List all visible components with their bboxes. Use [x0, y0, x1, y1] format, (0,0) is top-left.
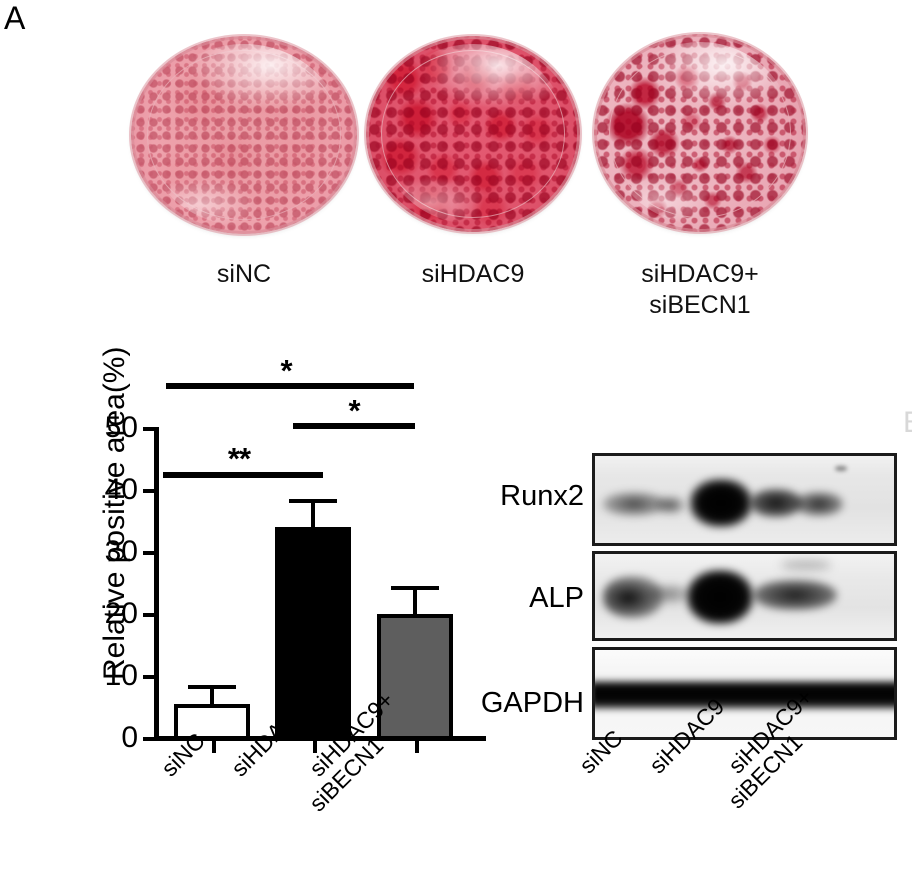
y-tick-label-50: 50	[104, 411, 138, 444]
staining-dish-sihdac9	[366, 36, 580, 232]
y-tick-label-30: 30	[104, 535, 138, 568]
y-tick-label-0: 0	[121, 721, 138, 754]
sig-star-3: **	[227, 441, 251, 476]
staining-dish-sihdac9-sibecn1	[594, 34, 806, 232]
dish-caption-1: siNC	[144, 259, 344, 290]
x-tick-1	[212, 741, 216, 753]
blot-label-runx2: Runx2	[500, 480, 584, 512]
band-runx2-lane1b	[655, 496, 685, 514]
stain-field-3	[594, 34, 806, 232]
y-tick-30	[143, 551, 154, 555]
sig-star-1: *	[280, 353, 292, 388]
bar-chart: Relative positive area(%) 50 40 30 20 10…	[46, 347, 486, 816]
errorbar-cap-sihdac9-sibecn1	[391, 586, 439, 590]
bar-sihdac9-sibecn1	[377, 614, 453, 740]
band-runx2-lane1a	[603, 492, 665, 516]
band-gapdh-loading-control	[595, 678, 894, 712]
blot-label-gapdh: GAPDH	[480, 687, 584, 719]
sig-bar-2	[293, 423, 415, 429]
y-tick-10	[143, 675, 154, 679]
y-axis-title: Relative positive area(%)	[98, 346, 131, 680]
y-tick-label-20: 20	[104, 597, 138, 630]
dish-image-2	[366, 36, 580, 232]
band-runx2-lane3a	[750, 489, 802, 517]
errorbar-stem-sinc	[210, 685, 214, 707]
band-alp-lane2	[687, 570, 753, 624]
blot-band-row-alp	[592, 551, 897, 641]
blot-film-gapdh	[595, 650, 894, 737]
x-tick-3	[415, 741, 419, 753]
errorbar-stem-sihdac9	[311, 499, 315, 533]
band-alp-smear	[781, 560, 831, 570]
dish-caption-3-line1: siHDAC9+	[641, 260, 759, 288]
blot-label-alp: ALP	[529, 582, 584, 614]
staining-dish-sinc	[131, 36, 357, 234]
blot-band-row-gapdh	[592, 647, 897, 740]
errorbar-stem-sihdac9-sibecn1	[413, 586, 417, 618]
sig-star-2: *	[348, 393, 360, 428]
stain-field-1	[131, 36, 357, 234]
blot-film-alp	[595, 554, 894, 638]
dish-image-3	[594, 34, 806, 232]
panel-label-a: A	[4, 0, 26, 36]
dish-caption-1-line1: siNC	[216, 260, 272, 288]
y-tick-label-10: 10	[104, 659, 138, 692]
errorbar-cap-sihdac9	[289, 499, 337, 503]
band-alp-lane1	[603, 576, 663, 618]
band-runx2-lane2	[690, 479, 752, 527]
sig-bar-1	[166, 383, 414, 389]
dish-caption-2-line1: siHDAC9	[421, 260, 525, 288]
band-alp-lane1b	[647, 584, 691, 604]
y-tick-label-40: 40	[104, 473, 138, 506]
blot-band-row-runx2	[592, 453, 897, 546]
stain-field-2	[366, 36, 580, 232]
dish-caption-2: siHDAC9	[373, 259, 573, 290]
band-runx2-lane3b	[795, 492, 843, 516]
sig-bar-3	[163, 472, 323, 478]
y-tick-20	[143, 613, 154, 617]
y-axis-line	[154, 427, 159, 739]
dish-image-1	[131, 36, 357, 234]
band-runx2-artifact	[835, 466, 847, 471]
western-blot-panel: Runx2 ALP GAPDH siNC siHDAC9 siHDAC9+ si…	[470, 420, 912, 883]
panel-label-b: B	[903, 408, 912, 438]
band-alp-lane3	[753, 580, 837, 610]
errorbar-cap-sinc	[188, 685, 236, 689]
blot-film-runx2	[595, 456, 894, 543]
y-tick-50	[143, 427, 154, 431]
dish-caption-3-line2: siBECN1	[649, 291, 751, 319]
y-tick-0	[143, 737, 154, 741]
dish-caption-3: siHDAC9+ siBECN1	[600, 259, 800, 321]
y-tick-40	[143, 489, 154, 493]
x-tick-2	[313, 741, 317, 753]
